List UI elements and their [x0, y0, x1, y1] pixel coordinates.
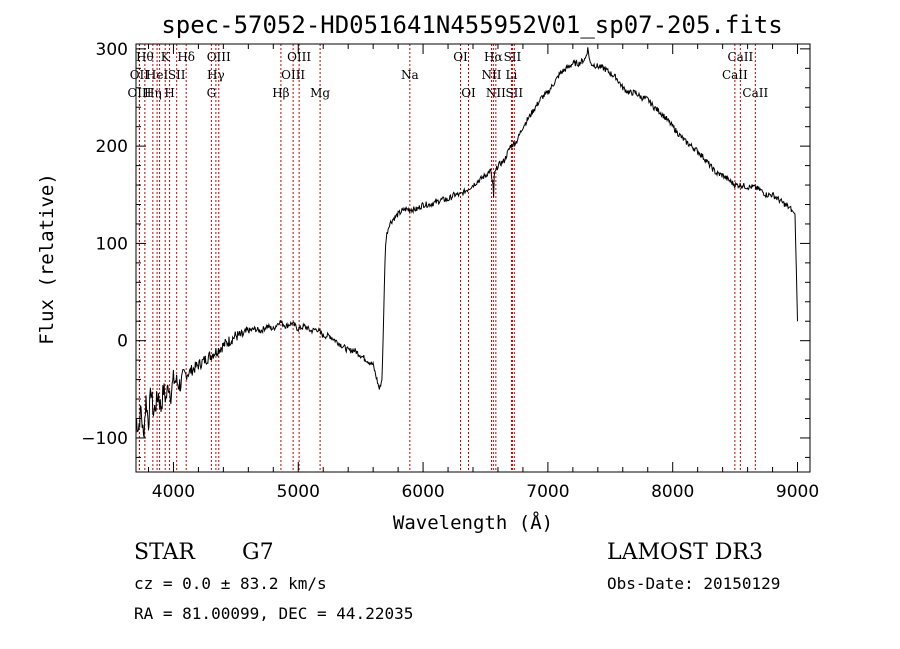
emission-line-label: CaII	[722, 68, 748, 82]
axis-ticks: 4000 5000 6000 7000 8000 9000 −100 0 100 200 300	[81, 40, 819, 502]
emission-line-label: Hδ	[177, 50, 195, 64]
emission-line-label: Hη	[144, 86, 162, 100]
emission-line-label: OII	[130, 68, 150, 82]
emission-line-label: CaII	[742, 86, 768, 100]
plot-frame	[135, 43, 811, 473]
x-tick-label: 4000	[152, 482, 195, 502]
x-axis-label: Wavelength (Å)	[393, 511, 553, 534]
emission-line-label: OI	[453, 50, 468, 64]
emission-line-label: Mg	[310, 86, 330, 100]
emission-line-label: Hθ	[136, 50, 154, 64]
emission-line-label: Na	[401, 68, 419, 82]
emission-line-label: SII	[504, 50, 522, 64]
emission-line-label: NII	[486, 86, 506, 100]
object-subclass: G7	[242, 540, 274, 565]
chart-title: spec-57052-HD051641N455952V01_sp07-205.f…	[161, 11, 782, 39]
emission-line-labels: OII OIII Hθ Hη HeI K H SII Hδ G Hγ OIII Hβ OIII OIII Mg…	[127, 50, 768, 100]
emission-lines	[138, 44, 756, 472]
emission-line-label: K	[161, 50, 171, 64]
emission-line-label: CaII	[727, 50, 753, 64]
emission-line-label: OIII	[127, 86, 151, 100]
emission-line-label: Li	[506, 68, 518, 82]
spectrum-line	[135, 47, 798, 438]
emission-line-label: G	[207, 86, 217, 100]
x-tick-label: 8000	[651, 482, 694, 502]
emission-line-label: SII	[505, 86, 523, 100]
obs-date: Obs-Date: 20150129	[607, 574, 780, 593]
emission-line-label: Hβ	[272, 86, 289, 100]
y-tick-label: 0	[117, 332, 128, 352]
y-axis-label: Flux (relative)	[36, 173, 58, 345]
emission-line-label: OI	[461, 86, 476, 100]
y-tick-label: 100	[96, 234, 128, 254]
emission-line-label: NII	[481, 68, 501, 82]
x-tick-label: 5000	[277, 482, 320, 502]
object-class: STAR	[134, 540, 196, 565]
x-tick-label: 7000	[526, 482, 569, 502]
emission-line-label: Hα	[484, 50, 503, 64]
emission-line-label: OIII	[287, 50, 311, 64]
emission-line-label: H	[164, 86, 174, 100]
redshift-line: cz = 0.0 ± 83.2 km/s	[134, 574, 327, 593]
emission-line-label: HeI	[146, 68, 169, 82]
emission-line-label: SII	[168, 68, 186, 82]
x-tick-label: 9000	[776, 482, 819, 502]
coordinates: RA = 81.00099, DEC = 44.22035	[134, 604, 413, 623]
y-tick-label: 300	[96, 40, 128, 60]
emission-line-label: Hγ	[207, 68, 225, 82]
spectrum-series	[135, 47, 798, 438]
y-tick-label: −100	[81, 429, 128, 449]
y-tick-label: 200	[96, 137, 128, 157]
emission-line-label: OIII	[281, 68, 305, 82]
x-tick-label: 6000	[401, 482, 444, 502]
survey-name: LAMOST DR3	[607, 540, 763, 565]
emission-line-label: OIII	[207, 50, 231, 64]
